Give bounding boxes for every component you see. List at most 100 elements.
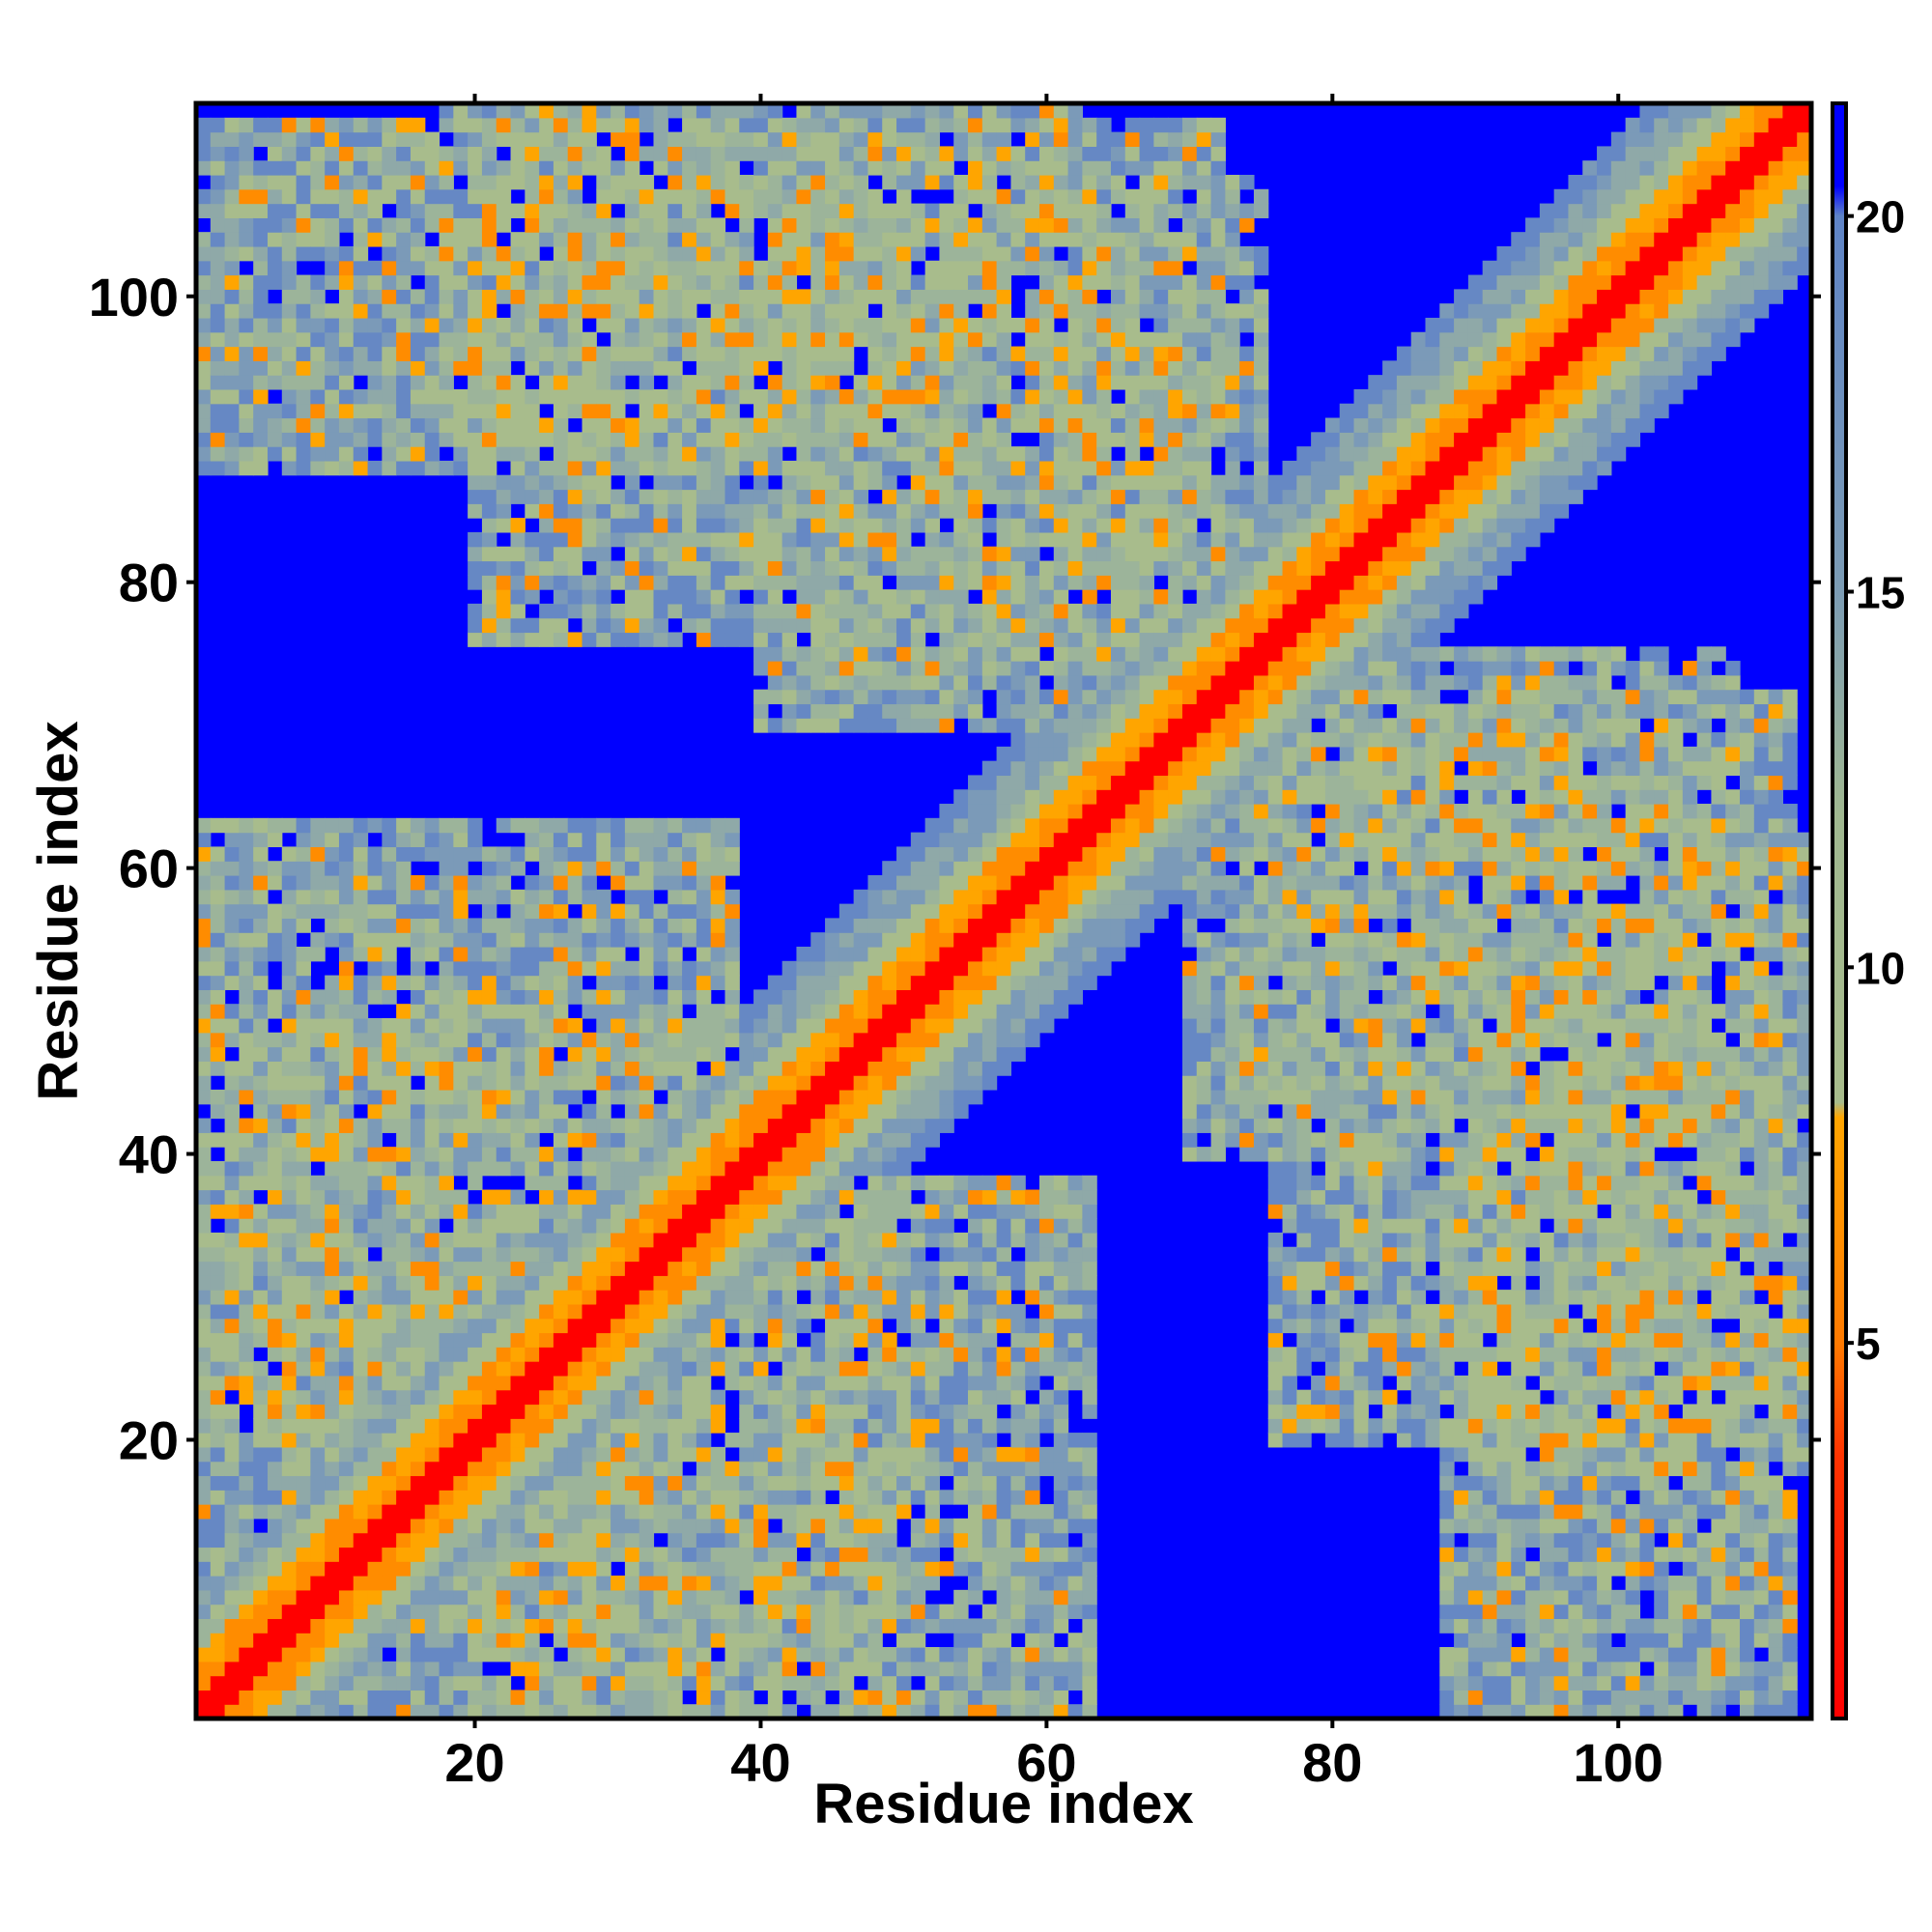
heatmap-cell xyxy=(710,889,726,905)
heatmap-cell xyxy=(753,1675,769,1691)
heatmap-cell xyxy=(611,403,626,419)
heatmap-cell xyxy=(338,375,355,390)
heatmap-cell xyxy=(724,889,740,905)
heatmap-cell xyxy=(810,575,826,590)
heatmap-cell xyxy=(310,1189,326,1205)
heatmap-cell xyxy=(468,203,483,218)
heatmap-cell xyxy=(253,1318,269,1334)
heatmap-cell xyxy=(838,1446,855,1463)
heatmap-cell xyxy=(296,375,311,390)
heatmap-cell xyxy=(367,1290,383,1305)
heatmap-cell xyxy=(267,1147,283,1162)
heatmap-cell xyxy=(739,1246,754,1263)
heatmap-cell xyxy=(239,1361,254,1377)
heatmap-cell xyxy=(896,946,912,962)
heatmap-cell xyxy=(396,875,412,891)
heatmap-cell xyxy=(210,160,226,176)
heatmap-cell xyxy=(639,375,655,390)
heatmap-cell xyxy=(696,474,712,491)
heatmap-cell xyxy=(410,232,426,247)
heatmap-cell xyxy=(296,1418,311,1434)
heatmap-cell xyxy=(453,1633,469,1648)
heatmap-cell xyxy=(682,531,697,548)
heatmap-cell xyxy=(796,531,811,548)
heatmap-cell xyxy=(953,789,969,805)
heatmap-cell xyxy=(196,1633,212,1648)
heatmap-cell xyxy=(910,274,926,290)
heatmap-cell xyxy=(510,975,526,990)
heatmap-cell xyxy=(896,674,912,691)
heatmap-cell xyxy=(867,203,883,218)
heatmap-cell xyxy=(753,489,769,504)
heatmap-cell xyxy=(710,174,726,190)
heatmap-cell xyxy=(896,1576,912,1591)
heatmap-cell xyxy=(653,103,668,119)
heatmap-cell xyxy=(410,1347,426,1362)
heatmap-cell xyxy=(724,1490,740,1505)
heatmap-cell xyxy=(682,131,697,147)
heatmap-cell xyxy=(939,1461,954,1477)
heatmap-cell xyxy=(924,1675,941,1691)
heatmap-cell xyxy=(567,1361,583,1377)
heatmap-cell xyxy=(367,1089,383,1105)
heatmap-cell xyxy=(611,617,626,634)
heatmap-cell xyxy=(810,1604,826,1620)
heatmap-cell xyxy=(453,1089,469,1105)
heatmap-cell xyxy=(910,1303,926,1320)
heatmap-cell xyxy=(724,1433,740,1448)
heatmap-cell xyxy=(338,1461,355,1477)
heatmap-cell xyxy=(710,103,726,119)
heatmap-cell xyxy=(325,846,340,862)
heatmap-cell xyxy=(910,989,926,1005)
heatmap-cell xyxy=(281,1675,298,1691)
heatmap-cell xyxy=(239,1547,254,1562)
heatmap-cell xyxy=(753,503,769,519)
heatmap-cell xyxy=(853,1518,869,1534)
heatmap-cell xyxy=(296,1318,311,1334)
heatmap-cell xyxy=(367,1017,383,1034)
heatmap-cell xyxy=(210,1046,226,1062)
heatmap-cell xyxy=(496,975,512,990)
heatmap-cell xyxy=(310,117,326,133)
heatmap-cell xyxy=(338,303,355,319)
heatmap-cell xyxy=(310,375,326,390)
heatmap-cell xyxy=(867,546,883,562)
heatmap-cell xyxy=(481,375,497,390)
heatmap-cell xyxy=(825,375,840,390)
heatmap-cell xyxy=(424,1361,440,1377)
heatmap-cell xyxy=(267,1475,283,1491)
heatmap-cell xyxy=(353,1075,369,1091)
heatmap-cell xyxy=(481,546,497,562)
heatmap-cell xyxy=(639,1647,655,1662)
heatmap-cell xyxy=(653,1061,668,1076)
heatmap-cell xyxy=(496,603,512,619)
heatmap-cell xyxy=(611,918,626,933)
heatmap-cell xyxy=(396,346,412,361)
heatmap-cell xyxy=(582,303,597,319)
heatmap-cell xyxy=(739,1147,754,1162)
heatmap-cell xyxy=(611,1704,626,1719)
heatmap-cell xyxy=(596,446,611,462)
heatmap-cell xyxy=(396,303,412,319)
heatmap-cell xyxy=(781,146,798,161)
heatmap-cell xyxy=(668,1576,683,1591)
heatmap-cell xyxy=(553,1446,569,1463)
heatmap-cell xyxy=(253,918,269,933)
heatmap-cell xyxy=(838,317,855,333)
heatmap-cell xyxy=(753,1647,769,1662)
heatmap-cell xyxy=(481,1518,497,1534)
heatmap-cell xyxy=(896,531,912,548)
heatmap-cell xyxy=(825,489,840,504)
heatmap-cell xyxy=(653,560,668,576)
heatmap-cell xyxy=(753,1032,769,1048)
heatmap-cell xyxy=(468,1332,483,1348)
heatmap-cell xyxy=(325,317,340,333)
heatmap-cell xyxy=(910,1218,926,1234)
heatmap-cell xyxy=(196,1675,212,1691)
heatmap-cell xyxy=(553,1475,569,1491)
heatmap-cell xyxy=(939,1290,954,1305)
heatmap-cell xyxy=(853,1075,869,1091)
heatmap-cell xyxy=(596,1475,611,1491)
heatmap-cell xyxy=(196,1318,212,1334)
